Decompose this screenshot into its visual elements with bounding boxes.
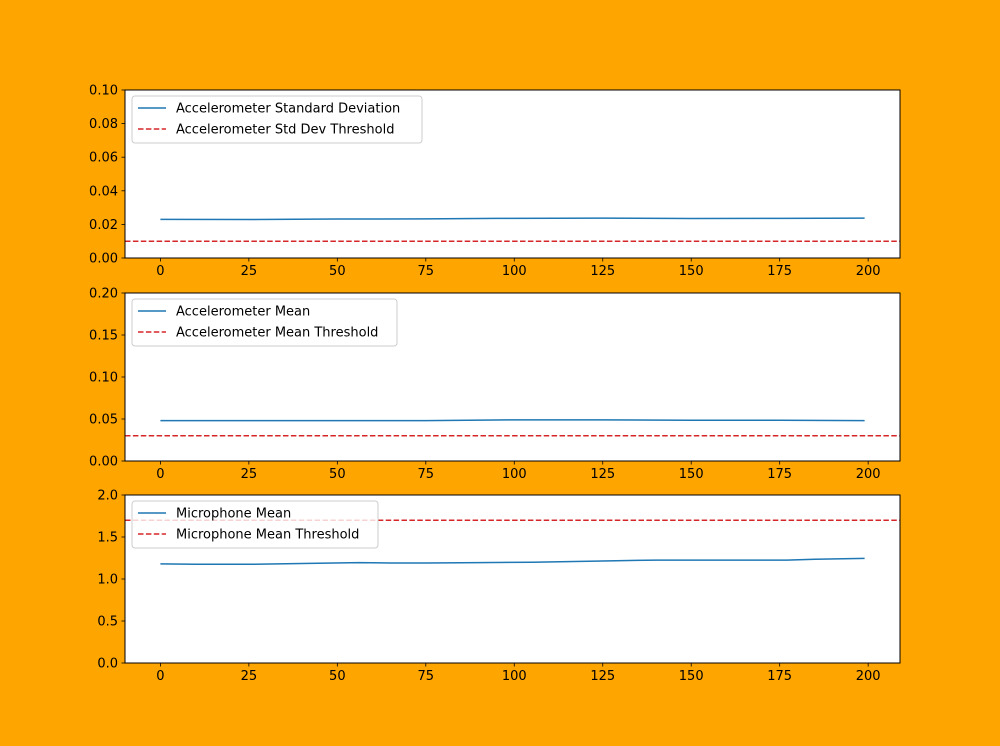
x-tick-label: 175: [767, 467, 792, 482]
x-tick-label: 25: [241, 467, 258, 482]
x-tick-label: 75: [418, 264, 435, 279]
x-tick-label: 25: [241, 669, 258, 684]
y-tick-label: 0.06: [89, 151, 118, 166]
x-tick-label: 100: [502, 264, 527, 279]
x-tick-label: 50: [329, 467, 346, 482]
legend-box: [131, 500, 379, 549]
legend-label-1: Microphone Mean: [176, 507, 291, 522]
y-tick-label: 0.10: [89, 371, 118, 386]
x-tick-label: 150: [679, 669, 704, 684]
x-tick-label: 75: [418, 467, 435, 482]
y-tick-label: 0.15: [89, 329, 118, 344]
legend-label-2: Microphone Mean Threshold: [176, 528, 359, 543]
x-tick-label: 125: [590, 467, 615, 482]
axes-frame: [124, 89, 901, 259]
y-tick-label: 0.00: [89, 455, 118, 470]
legend: Accelerometer Standard Deviation Accelero…: [131, 95, 423, 144]
y-tick-label: 0.08: [89, 117, 118, 132]
y-tick-label: 0.20: [89, 287, 118, 302]
x-tick-label: 100: [502, 467, 527, 482]
subplots: 0 25 50 75 100 125 150 175 2000.000.020.040.060.…: [89, 84, 901, 684]
y-tick-label: 1.5: [97, 531, 118, 546]
x-tick-label: 175: [767, 669, 792, 684]
legend-label-1: Accelerometer Mean: [176, 305, 310, 320]
legend: Microphone Mean Microphone Mean Threshold: [131, 500, 379, 549]
y-tick-label: 0.0: [97, 657, 118, 672]
data-series-1: [160, 217, 865, 221]
y-tick-label: 0.10: [89, 84, 118, 99]
subplot-3: 0 25 50 75 100 125 150 175 200 0.0 0.5 1.0 1.5 2.0 Mic…: [97, 489, 901, 684]
legend-box: [131, 298, 398, 347]
legend-label-2: Accelerometer Mean Threshold: [176, 326, 378, 341]
legend: Accelerometer Mean Accelerometer Mean Thr…: [131, 298, 398, 347]
y-tick-label: 0.05: [89, 413, 118, 428]
x-tick-label: 200: [856, 467, 881, 482]
subplot-2: 0 25 50 75 100 125 150 175 200 0.00 0.05 0.10 0.15 0.…: [89, 287, 901, 482]
y-tick-label: 0.5: [97, 615, 118, 630]
data-series-1: [160, 557, 865, 566]
y-tick-label: 2.0: [97, 489, 118, 504]
x-tick-label: 50: [329, 264, 346, 279]
x-tick-label: 25: [241, 264, 258, 279]
x-tick-label: 200: [856, 264, 881, 279]
x-tick-label: 0: [156, 669, 164, 684]
x-tick-label: 150: [679, 467, 704, 482]
x-tick-label: 150: [679, 264, 704, 279]
data-series-1: [160, 419, 865, 422]
x-tick-label: 200: [856, 669, 881, 684]
legend-label-1: Accelerometer Standard Deviation: [176, 102, 400, 117]
y-tick-label: 0.02: [89, 218, 118, 233]
y-tick-label: 0.00: [89, 252, 118, 267]
x-tick-label: 75: [418, 669, 435, 684]
x-tick-label: 125: [590, 264, 615, 279]
y-tick-label: 0.04: [89, 184, 118, 199]
x-tick-label: 125: [590, 669, 615, 684]
x-tick-label: 175: [767, 264, 792, 279]
x-tick-label: 50: [329, 669, 346, 684]
x-tick-label: 0: [156, 264, 164, 279]
y-tick-label: 1.0: [97, 573, 118, 588]
subplot-1: 0 25 50 75 100 125 150 175 200 0.00 0.02 0.04 0.06 0.…: [89, 84, 901, 279]
legend-label-2: Accelerometer Std Dev Threshold: [176, 123, 394, 138]
x-tick-label: 100: [502, 669, 527, 684]
x-tick-label: 0: [156, 467, 164, 482]
legend-box: [131, 95, 423, 144]
